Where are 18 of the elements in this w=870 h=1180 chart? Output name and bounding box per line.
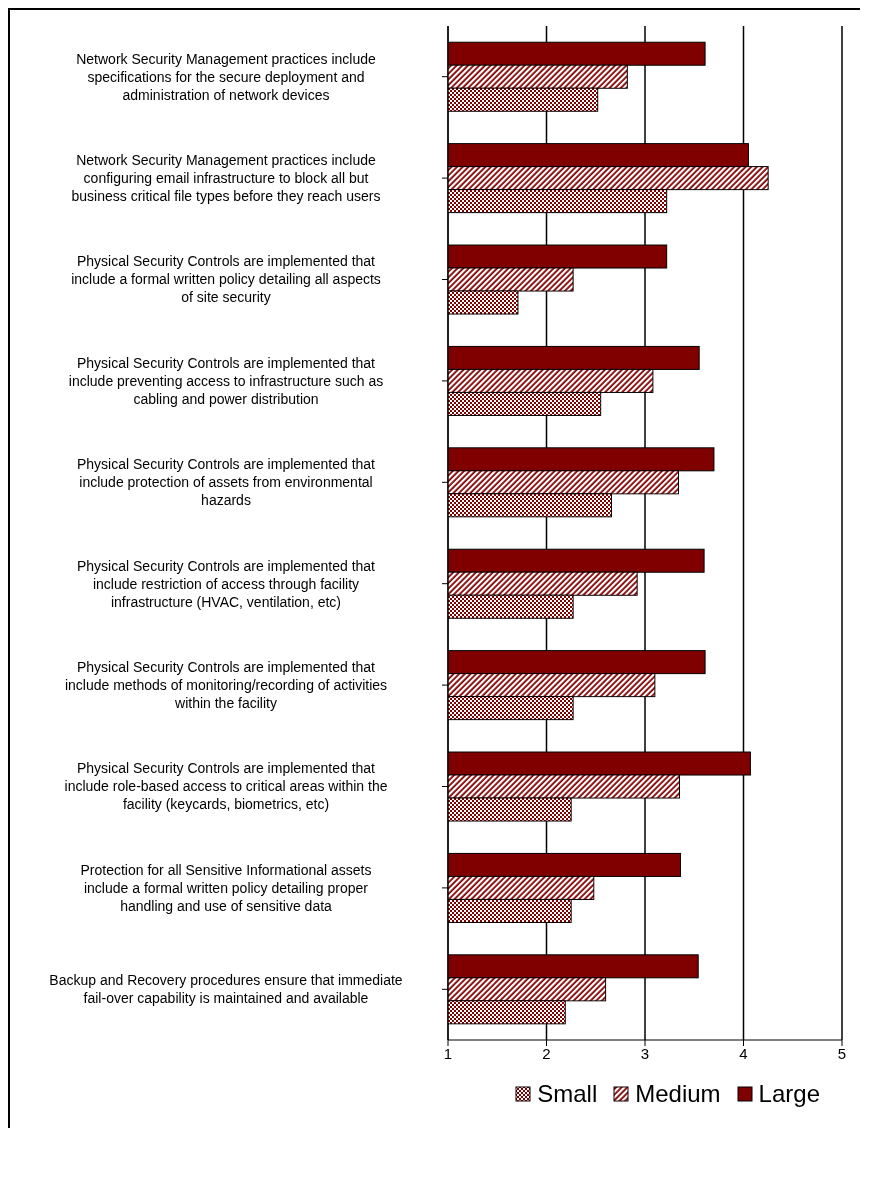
legend-label: Small [537, 1080, 598, 1108]
x-tick-label: 4 [739, 1044, 748, 1062]
y-tick-label: Protection for all Sensitive Informational assets include a formal written policy detailing proper handling and use of sensitive data [80, 861, 372, 914]
y-tick-label: Physical Security Controls are implemented that include restriction of access through facility infrastructure (HVAC, ventilation, etc) [76, 557, 376, 610]
y-tick-label: Physical Security Controls are implemented that include role-based access to critical areas within the facility (keycards, biometrics, etc) [64, 760, 388, 813]
x-tick-label: 1 [443, 1044, 453, 1062]
x-tick-label: 3 [640, 1044, 650, 1062]
y-tick-label: Network Security Management practices include specifications for the secure deployment and administration of network devices [76, 50, 376, 103]
x-tick-label: 5 [837, 1044, 847, 1062]
y-tick-label: Physical Security Controls are implemented that include protection of assets from environmental hazards [76, 456, 376, 509]
y-tick-label: Backup and Recovery procedures ensure that immediate fail-over capability is maintained and available [49, 972, 403, 1007]
y-tick-label: Physical Security Controls are implemented that include methods of monitoring/recording of activities within the facility [64, 659, 388, 711]
legend-label: Large [758, 1080, 820, 1108]
y-tick-label: Physical Security Controls are implemented that include a formal written policy detailing all aspects of site security [71, 253, 381, 306]
y-tick-label: Network Security Management practices include configuring email infrastructure to block all but business critical file types before they reach users [71, 152, 381, 204]
legend-label: Medium [635, 1080, 721, 1108]
y-tick-label: Physical Security Controls are implemented that include preventing access to infrastructure such as cabling and power distribution [68, 354, 384, 407]
x-tick-label: 2 [542, 1044, 551, 1062]
